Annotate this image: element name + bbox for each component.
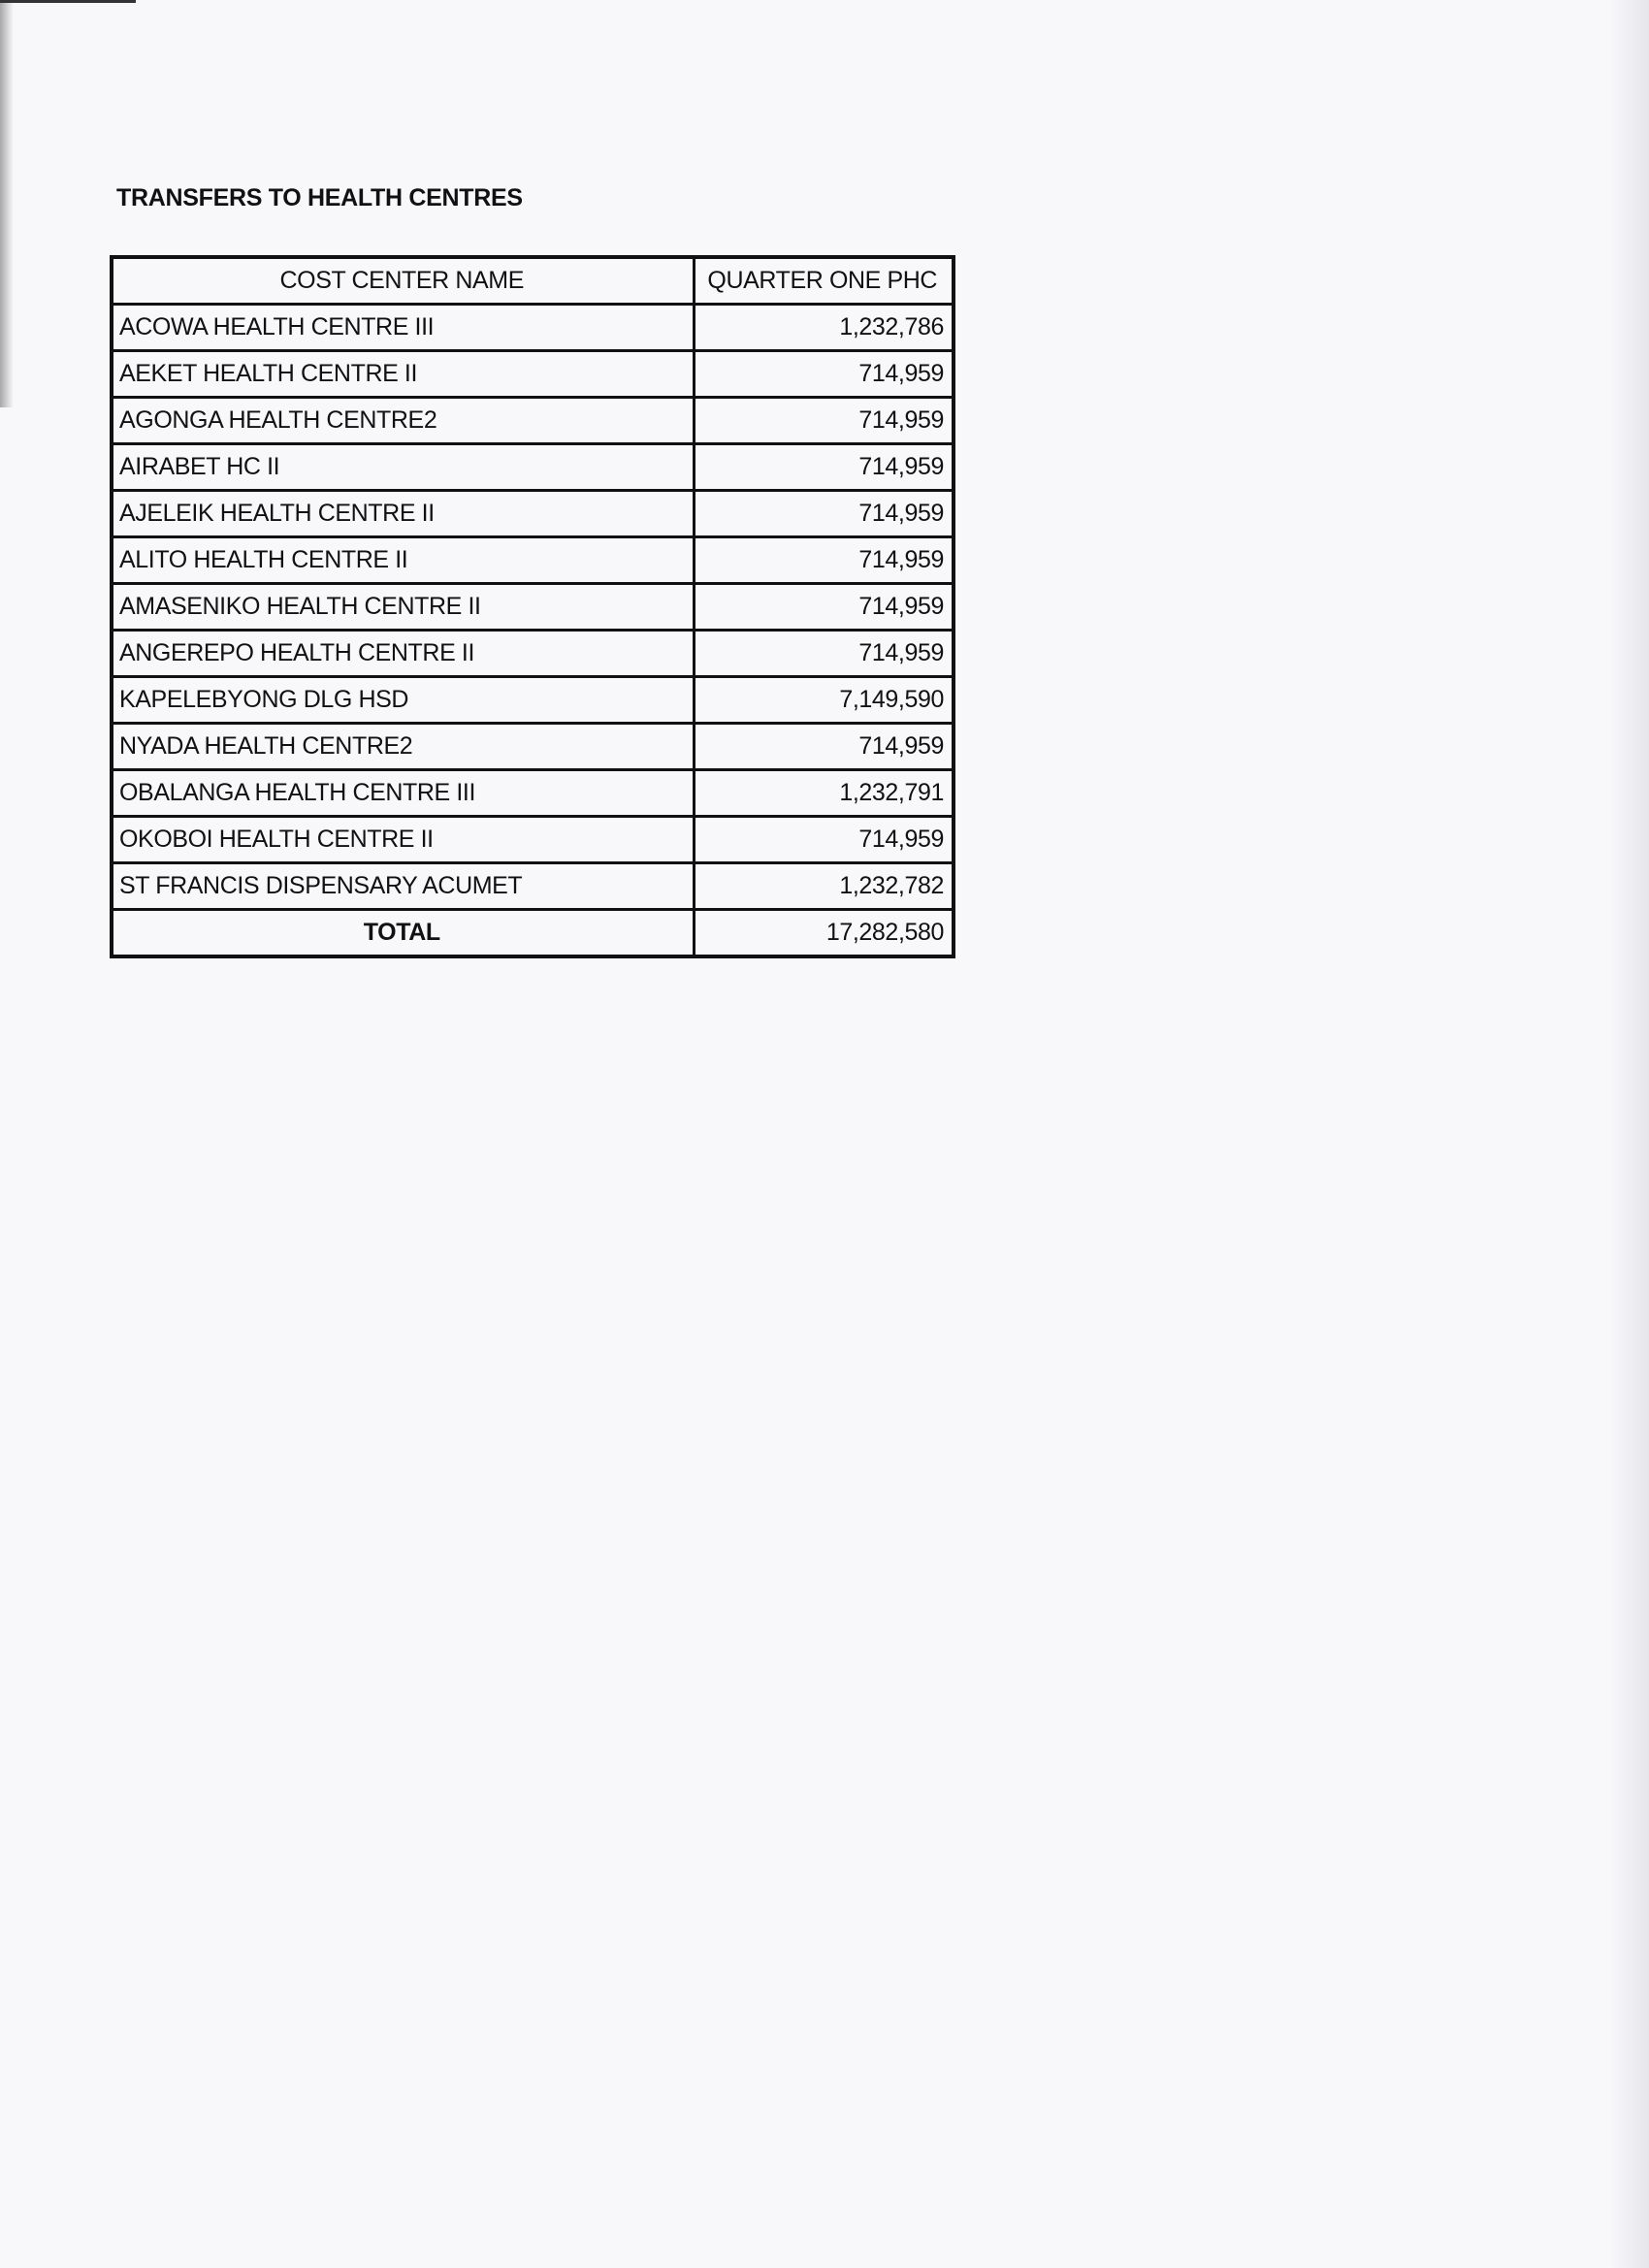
- table-row: OKOBOI HEALTH CENTRE II 714,959: [110, 815, 955, 864]
- scan-top-edge: [0, 0, 136, 3]
- quarter-one-amount: 714,959: [692, 582, 955, 632]
- quarter-one-amount: 1,232,786: [692, 303, 955, 352]
- cost-center-name: KAPELEBYONG DLG HSD: [110, 675, 695, 725]
- quarter-one-amount: 714,959: [692, 442, 955, 492]
- cost-center-name: ACOWA HEALTH CENTRE III: [110, 303, 695, 352]
- cost-center-name: AGONGA HEALTH CENTRE2: [110, 396, 695, 445]
- cost-center-name: ANGEREPO HEALTH CENTRE II: [110, 629, 695, 678]
- table-row: AJELEIK HEALTH CENTRE II 714,959: [110, 489, 955, 538]
- quarter-one-amount: 7,149,590: [692, 675, 955, 725]
- table-row: KAPELEBYONG DLG HSD 7,149,590: [110, 675, 955, 725]
- table-header-row: COST CENTER NAME QUARTER ONE PHC: [110, 255, 955, 306]
- total-row: TOTAL 17,282,580: [110, 908, 955, 958]
- header-cost-center-name: COST CENTER NAME: [110, 255, 695, 306]
- table-row: AIRABET HC II 714,959: [110, 442, 955, 492]
- total-label: TOTAL: [110, 908, 695, 958]
- quarter-one-amount: 714,959: [692, 349, 955, 399]
- cost-center-name: OBALANGA HEALTH CENTRE III: [110, 768, 695, 818]
- cost-center-name: AJELEIK HEALTH CENTRE II: [110, 489, 695, 538]
- cost-center-name: NYADA HEALTH CENTRE2: [110, 722, 695, 771]
- cost-center-name: ST FRANCIS DISPENSARY ACUMET: [110, 861, 695, 911]
- cost-center-name: AEKET HEALTH CENTRE II: [110, 349, 695, 399]
- header-quarter-one-phc: QUARTER ONE PHC: [692, 255, 955, 306]
- quarter-one-amount: 714,959: [692, 489, 955, 538]
- quarter-one-amount: 714,959: [692, 396, 955, 445]
- table-row: OBALANGA HEALTH CENTRE III 1,232,791: [110, 768, 955, 818]
- table-row: ALITO HEALTH CENTRE II 714,959: [110, 535, 955, 585]
- quarter-one-amount: 714,959: [692, 815, 955, 864]
- scan-edge-shadow: [0, 0, 14, 407]
- table-row: AGONGA HEALTH CENTRE2 714,959: [110, 396, 955, 445]
- table-row: ST FRANCIS DISPENSARY ACUMET 1,232,782: [110, 861, 955, 911]
- total-amount: 17,282,580: [692, 908, 955, 958]
- cost-center-name: AMASENIKO HEALTH CENTRE II: [110, 582, 695, 632]
- table-row: AMASENIKO HEALTH CENTRE II 714,959: [110, 582, 955, 632]
- quarter-one-amount: 714,959: [692, 722, 955, 771]
- table-row: AEKET HEALTH CENTRE II 714,959: [110, 349, 955, 399]
- cost-center-name: ALITO HEALTH CENTRE II: [110, 535, 695, 585]
- quarter-one-amount: 1,232,791: [692, 768, 955, 818]
- document-title: TRANSFERS TO HEALTH CENTRES: [116, 184, 523, 211]
- quarter-one-amount: 714,959: [692, 535, 955, 585]
- table-row: ANGEREPO HEALTH CENTRE II 714,959: [110, 629, 955, 678]
- cost-center-name: OKOBOI HEALTH CENTRE II: [110, 815, 695, 864]
- table-row: ACOWA HEALTH CENTRE III 1,232,786: [110, 303, 955, 352]
- transfers-table: COST CENTER NAME QUARTER ONE PHC ACOWA H…: [110, 255, 955, 958]
- quarter-one-amount: 714,959: [692, 629, 955, 678]
- cost-center-name: AIRABET HC II: [110, 442, 695, 492]
- scan-right-edge: [1610, 0, 1649, 2268]
- quarter-one-amount: 1,232,782: [692, 861, 955, 911]
- table-row: NYADA HEALTH CENTRE2 714,959: [110, 722, 955, 771]
